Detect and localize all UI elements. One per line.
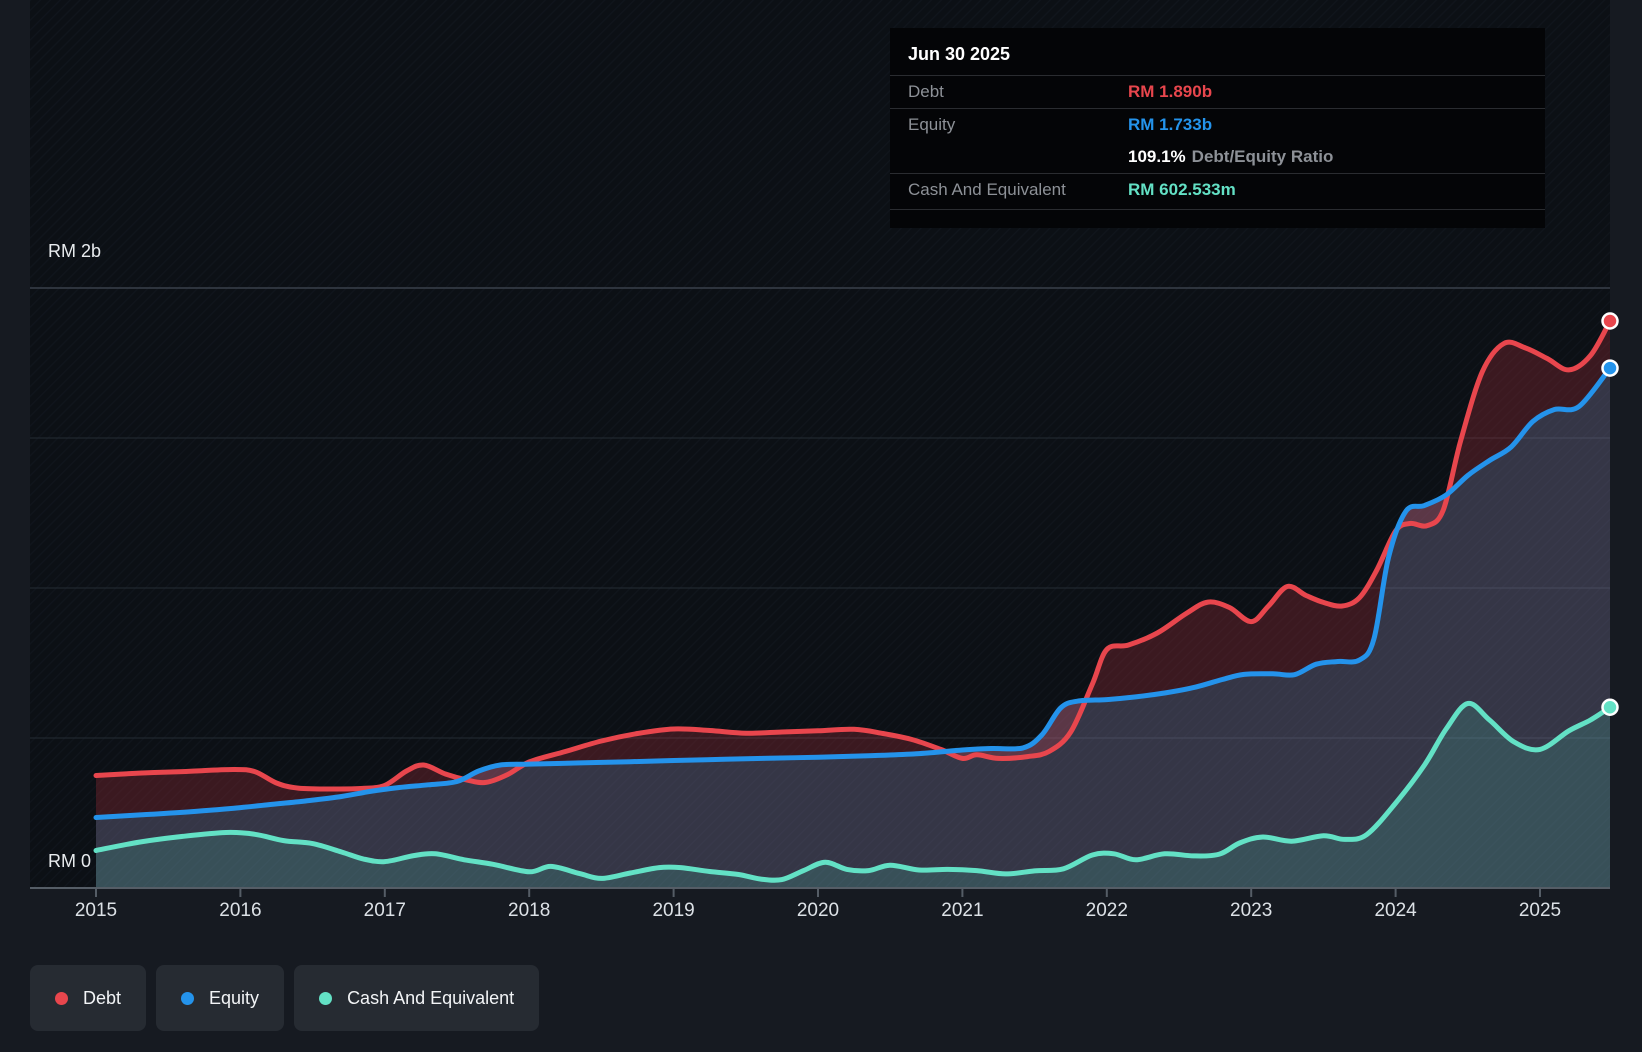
debt-series-dot-icon (55, 991, 68, 1005)
equity-endpoint-marker (1601, 359, 1619, 377)
tooltip-cash-value: RM 602.533m (1128, 180, 1236, 199)
tooltip-cash-label: Cash And Equivalent (908, 180, 1066, 199)
x-tick-label-2023: 2023 (1230, 900, 1272, 921)
equity-line (93, 365, 1613, 820)
x-tick-label-2025: 2025 (1519, 900, 1561, 921)
legend-cash-label: Cash And Equivalent (347, 987, 515, 1008)
x-tick-label-2020: 2020 (797, 900, 839, 921)
legend-debt-label: Debt (83, 987, 122, 1008)
tooltip-debt-label: Debt (908, 82, 944, 101)
debt-line (93, 318, 1613, 792)
tooltip-debt-value: RM 1.890b (1128, 82, 1213, 101)
x-tick-label-2022: 2022 (1086, 900, 1128, 921)
y-axis-label-top: RM 2b (48, 241, 102, 261)
legend-item-cash[interactable]: Cash And Equivalent (294, 965, 540, 1031)
tooltip-row-cash: Cash And Equivalent RM 602.533m (890, 173, 1545, 206)
tooltip-row-ratio: 109.1% Debt/Equity Ratio (890, 141, 1545, 173)
x-tick-label-2016: 2016 (219, 900, 261, 921)
x-tick-label-2018: 2018 (508, 900, 550, 921)
x-tick-label-2019: 2019 (652, 900, 694, 921)
chart-legend: Debt Equity Cash And Equivalent (30, 965, 540, 1031)
cash-series-dot-icon (319, 991, 333, 1005)
x-tick-label-2024: 2024 (1374, 900, 1417, 921)
equity-area (96, 368, 1610, 889)
legend-item-debt[interactable]: Debt (30, 965, 147, 1031)
debt-endpoint-marker (1601, 312, 1619, 330)
cash-line (93, 700, 1613, 883)
cash-and-equivalent-endpoint-marker (1601, 698, 1619, 716)
y-axis-label-bottom: RM 0 (48, 851, 92, 871)
tooltip-equity-label: Equity (908, 115, 956, 134)
tooltip-row-debt: Debt RM 1.890b (890, 75, 1545, 108)
tooltip-ratio-value: 109.1% (1128, 147, 1186, 166)
tooltip-date: Jun 30 2025 (908, 44, 1011, 64)
legend-item-equity[interactable]: Equity (156, 965, 285, 1031)
tooltip-row-equity: Equity RM 1.733b (890, 108, 1545, 141)
x-tick-label-2021: 2021 (941, 900, 983, 921)
x-tick-label-2015: 2015 (75, 900, 117, 921)
x-tick-label-2017: 2017 (364, 900, 406, 921)
tooltip-bottom-divider (890, 209, 1545, 210)
chart-tooltip: Jun 30 2025 Debt RM 1.890b Equity RM 1.7… (890, 28, 1545, 228)
cash-area (96, 703, 1610, 888)
equity-series-dot-icon (181, 991, 195, 1005)
tooltip-equity-value: RM 1.733b (1128, 115, 1213, 134)
legend-equity-label: Equity (209, 987, 260, 1008)
tooltip-ratio-suffix: Debt/Equity Ratio (1191, 147, 1334, 166)
